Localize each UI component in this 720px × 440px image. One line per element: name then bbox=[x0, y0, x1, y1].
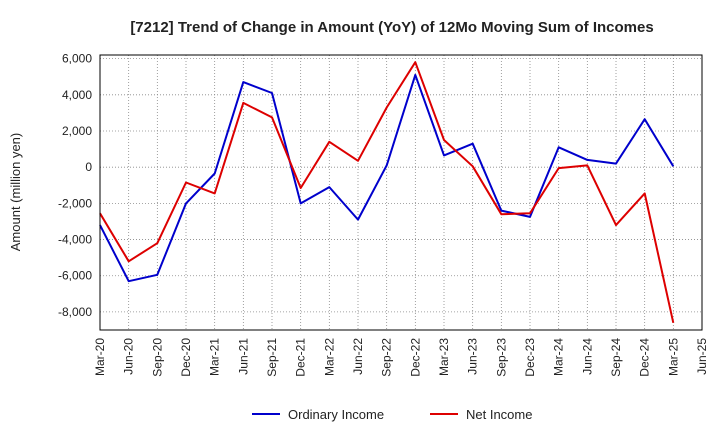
y-tick-label: 2,000 bbox=[62, 124, 92, 138]
x-tick-label: Dec-24 bbox=[638, 338, 652, 377]
x-tick-label: Sep-22 bbox=[380, 338, 394, 377]
x-tick-label: Jun-23 bbox=[466, 338, 480, 375]
x-tick-labels: Mar-20 Jun-20 Sep-20 Dec-20 Mar-21 Jun-21 Sep-… bbox=[93, 338, 709, 377]
x-tick-label: Dec-23 bbox=[523, 338, 537, 377]
y-tick-label: -6,000 bbox=[58, 269, 92, 283]
x-tick-label: Jun-22 bbox=[351, 338, 365, 375]
x-tick-label: Jun-21 bbox=[236, 338, 250, 375]
y-tick-label: 6,000 bbox=[62, 52, 92, 66]
series-lines bbox=[99, 61, 675, 324]
x-tick-label: Mar-20 bbox=[93, 338, 107, 376]
x-tick-label: Sep-20 bbox=[150, 338, 164, 377]
x-tick-label: Mar-21 bbox=[208, 338, 222, 376]
y-tick-label: 0 bbox=[85, 160, 92, 174]
x-tick-label: Jun-20 bbox=[122, 338, 136, 375]
y-tick-label: 4,000 bbox=[62, 88, 92, 102]
x-tick-label: Mar-22 bbox=[322, 338, 336, 376]
grid bbox=[99, 55, 703, 330]
x-tick-label: Jun-24 bbox=[580, 338, 594, 375]
plot-frame bbox=[99, 54, 703, 331]
y-tick-labels: -8,000 -6,000 -4,000 -2,000 0 2,000 4,000 6,000 bbox=[58, 52, 92, 319]
legend: Ordinary Income Net Income bbox=[252, 407, 532, 422]
x-tick-label: Sep-23 bbox=[494, 338, 508, 377]
y-tick-label: -8,000 bbox=[58, 305, 92, 319]
x-tick-label: Mar-25 bbox=[666, 338, 680, 376]
x-tick-label: Dec-22 bbox=[408, 338, 422, 377]
y-tick-label: -4,000 bbox=[58, 233, 92, 247]
x-tick-label: Mar-24 bbox=[552, 338, 566, 376]
x-tick-label: Jun-25 bbox=[695, 338, 709, 375]
legend-label: Ordinary Income bbox=[288, 407, 384, 422]
series-line-net-income bbox=[99, 61, 675, 324]
x-tick-label: Mar-23 bbox=[437, 338, 451, 376]
y-tick-label: -2,000 bbox=[58, 196, 92, 210]
y-axis-label: Amount (million yen) bbox=[8, 133, 23, 252]
x-tick-label: Dec-20 bbox=[179, 338, 193, 377]
legend-label: Net Income bbox=[466, 407, 532, 422]
series-line-ordinary-income bbox=[99, 73, 675, 283]
chart-title: [7212] Trend of Change in Amount (YoY) o… bbox=[130, 19, 653, 36]
x-tick-label: Dec-21 bbox=[294, 338, 308, 377]
x-tick-label: Sep-24 bbox=[609, 338, 623, 377]
x-tick-label: Sep-21 bbox=[265, 338, 279, 377]
